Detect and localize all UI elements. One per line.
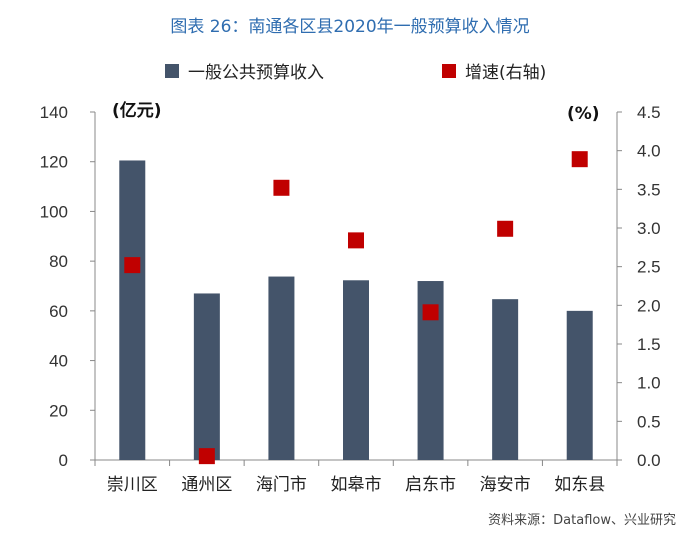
bar-2	[193, 293, 220, 460]
legend: 一般公共预算收入 增速(右轴)	[0, 58, 700, 84]
right-tick-label: 2.0	[637, 296, 661, 315]
bar-7	[566, 310, 593, 460]
legend-label-revenue: 一般公共预算收入	[188, 63, 324, 83]
growth-point-3	[273, 179, 290, 196]
category-label: 如东县	[554, 475, 605, 495]
right-tick-label: 0.5	[637, 412, 661, 431]
right-tick-label: 4.5	[637, 103, 661, 122]
left-tick-label: 20	[49, 401, 68, 420]
right-tick-label: 1.0	[637, 374, 661, 393]
left-tick-label: 0	[59, 451, 68, 470]
growth-point-7	[571, 151, 588, 168]
category-label: 海门市	[256, 475, 307, 495]
right-axis-unit: (%)	[567, 104, 600, 124]
left-tick-label: 60	[49, 302, 68, 321]
left-axis-unit: (亿元)	[112, 101, 162, 121]
legend-item-revenue: 一般公共预算收入	[165, 58, 324, 83]
growth-point-5	[422, 304, 439, 321]
left-tick-label: 100	[40, 202, 68, 221]
right-tick-label: 1.5	[637, 335, 661, 354]
left-tick-label: 40	[49, 352, 68, 371]
category-label: 启东市	[405, 475, 456, 495]
category-label: 崇川区	[107, 475, 158, 495]
bar-4	[343, 280, 369, 460]
left-tick-label: 140	[40, 103, 68, 122]
bar-1	[119, 160, 146, 460]
right-tick-label: 3.5	[637, 180, 661, 199]
source-note: 资料来源：Dataflow、兴业研究	[488, 513, 676, 528]
right-tick-label: 2.5	[637, 258, 661, 277]
left-tick-label: 120	[40, 153, 68, 172]
growth-point-4	[348, 232, 364, 249]
legend-swatch-revenue	[165, 63, 179, 78]
right-tick-label: 3.0	[637, 219, 661, 238]
growth-point-1	[124, 257, 141, 274]
chart-title: 图表 26：南通各区县2020年一般预算收入情况	[170, 17, 530, 37]
category-label: 如皋市	[331, 475, 382, 495]
growth-point-6	[497, 220, 514, 237]
bar-6	[492, 299, 519, 460]
bar-3	[268, 276, 295, 460]
right-tick-label: 4.0	[637, 142, 661, 161]
right-tick-label: 0.0	[637, 451, 661, 470]
left-tick-label: 80	[49, 252, 68, 271]
legend-label-growth: 增速(右轴)	[465, 63, 547, 83]
legend-swatch-growth	[442, 63, 456, 78]
legend-item-growth: 增速(右轴)	[442, 58, 546, 83]
category-label: 通州区	[181, 475, 232, 495]
category-label: 海安市	[480, 475, 531, 495]
growth-point-2	[198, 448, 215, 465]
